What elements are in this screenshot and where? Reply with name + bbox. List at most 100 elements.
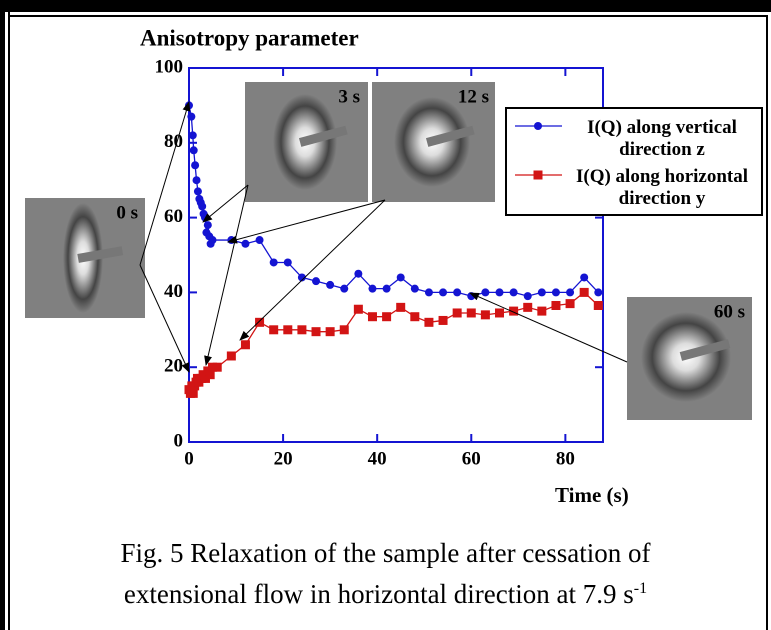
point xyxy=(424,288,433,297)
point xyxy=(203,221,212,230)
point xyxy=(523,292,532,301)
point xyxy=(187,112,196,121)
series-line xyxy=(188,291,599,396)
point xyxy=(537,288,546,297)
insets: 0 s 3 s 12 s 60 s xyxy=(25,82,752,420)
arrows xyxy=(139,101,628,373)
point xyxy=(311,327,321,337)
point xyxy=(192,176,201,185)
point xyxy=(551,288,560,297)
point xyxy=(325,327,335,337)
point xyxy=(533,170,543,180)
legend-keys xyxy=(515,122,562,180)
caption-line: extensional flow in horizontal direction… xyxy=(0,571,771,612)
point xyxy=(198,202,207,211)
point xyxy=(200,373,210,383)
point xyxy=(523,302,533,312)
frame-top-inner xyxy=(8,15,767,17)
point xyxy=(579,287,589,297)
legend-entry: I(Q) along horizontal direction y xyxy=(575,166,749,209)
inset-0s: 0 s xyxy=(25,198,145,318)
point xyxy=(189,146,198,155)
point xyxy=(368,284,377,293)
point xyxy=(367,312,377,322)
point xyxy=(283,325,293,335)
point xyxy=(534,122,542,130)
point xyxy=(241,239,250,248)
inset-label: 12 s xyxy=(458,86,489,107)
y-tick-label: 20 xyxy=(164,356,183,377)
x-tick-label: 80 xyxy=(556,448,575,469)
y-tick-label: 0 xyxy=(174,430,184,451)
inset-60s: 60 s xyxy=(627,297,752,420)
point xyxy=(312,277,321,286)
point xyxy=(593,300,603,310)
point xyxy=(269,258,278,267)
point xyxy=(580,273,589,282)
y-tick-label: 60 xyxy=(164,206,183,227)
x-tick-label: 60 xyxy=(462,448,481,469)
point xyxy=(340,284,349,293)
point xyxy=(481,288,490,297)
point xyxy=(410,284,419,293)
point xyxy=(269,325,279,335)
frame-top xyxy=(0,0,771,12)
point xyxy=(255,317,265,327)
point xyxy=(495,308,504,318)
y-tick-label: 100 xyxy=(155,56,184,77)
point xyxy=(208,362,218,372)
point xyxy=(382,312,392,322)
point xyxy=(297,273,306,282)
legend-entry: I(Q) along vertical direction z xyxy=(587,117,737,160)
caption-line: Fig. 5 Relaxation of the sample after ce… xyxy=(120,538,651,568)
point xyxy=(240,340,250,350)
plot-frame xyxy=(188,67,604,443)
point xyxy=(565,299,575,309)
x-axis-title: Time (s) xyxy=(555,483,629,507)
point xyxy=(453,288,462,297)
legend: I(Q) along vertical direction z I(Q) alo… xyxy=(505,107,763,216)
point xyxy=(480,310,490,320)
point xyxy=(424,317,434,327)
point xyxy=(509,288,518,297)
caption-superscript: -1 xyxy=(633,580,648,597)
point xyxy=(438,315,448,325)
point xyxy=(495,288,504,297)
point xyxy=(297,325,307,335)
inset-label: 3 s xyxy=(338,86,360,107)
inset-label: 60 s xyxy=(714,301,745,322)
point xyxy=(396,273,405,282)
inset-label: 0 s xyxy=(116,202,138,223)
frame-right xyxy=(766,15,768,630)
inset-12s: 12 s xyxy=(372,82,495,202)
point xyxy=(191,161,200,170)
y-tick-label: 40 xyxy=(164,281,183,302)
y-tick-label: 80 xyxy=(164,131,183,152)
plot: 0 20 40 60 80 0 20 40 60 80 100 xyxy=(155,56,604,469)
point xyxy=(188,388,198,398)
point xyxy=(205,370,215,380)
point xyxy=(188,131,197,140)
point xyxy=(410,312,420,322)
point xyxy=(439,288,448,297)
point xyxy=(193,187,202,196)
frame-left xyxy=(0,0,5,630)
inset-3s: 3 s xyxy=(245,82,368,202)
point xyxy=(339,325,349,335)
point xyxy=(353,304,363,314)
point xyxy=(551,300,561,310)
point xyxy=(382,284,391,293)
caption-text: extensional flow in horizontal direction… xyxy=(123,579,634,609)
frame-left-inner xyxy=(8,0,10,630)
point xyxy=(396,302,406,312)
point xyxy=(466,308,476,318)
point xyxy=(452,308,462,318)
point xyxy=(283,258,292,267)
point xyxy=(326,280,335,289)
point xyxy=(537,306,547,316)
point xyxy=(208,236,217,245)
point xyxy=(212,362,222,372)
point xyxy=(226,351,236,361)
x-tick-label: 40 xyxy=(368,448,387,469)
